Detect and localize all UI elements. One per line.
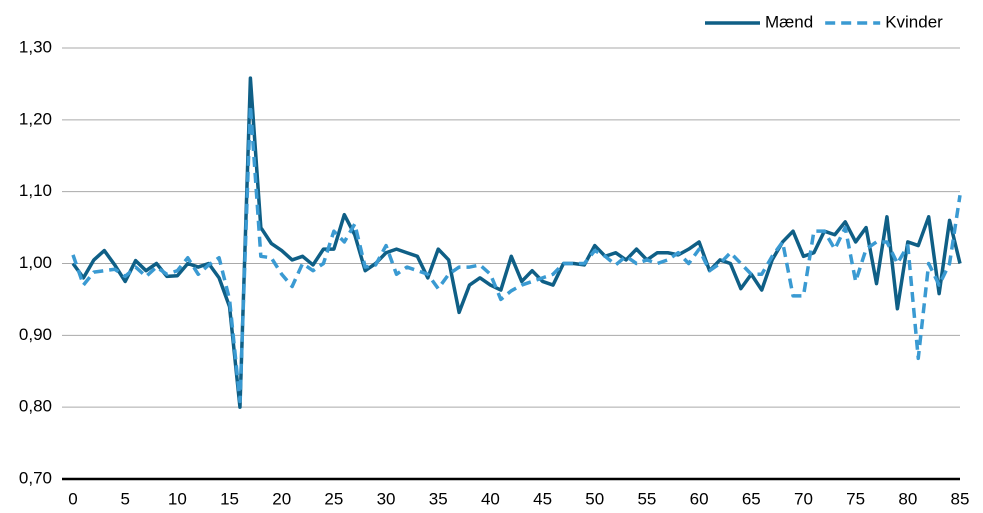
x-tick-label: 0 — [68, 489, 77, 508]
x-tick-label: 35 — [429, 489, 448, 508]
y-tick-label: 1,30 — [19, 37, 52, 56]
y-tick-label: 0,70 — [19, 468, 52, 487]
x-tick-label: 75 — [846, 489, 865, 508]
x-tick-label: 45 — [533, 489, 552, 508]
x-tick-label: 70 — [794, 489, 813, 508]
x-tick-label: 85 — [951, 489, 970, 508]
y-tick-label: 1,10 — [19, 181, 52, 200]
x-tick-label: 80 — [898, 489, 917, 508]
x-tick-label: 60 — [690, 489, 709, 508]
x-tick-label: 10 — [168, 489, 187, 508]
y-tick-label: 0,90 — [19, 325, 52, 344]
x-tick-label: 15 — [220, 489, 239, 508]
y-tick-label: 0,80 — [19, 397, 52, 416]
series-line — [71, 76, 962, 409]
x-tick-label: 40 — [481, 489, 500, 508]
series-line — [71, 103, 962, 404]
x-tick-label: 55 — [637, 489, 656, 508]
y-tick-label: 1,20 — [19, 109, 52, 128]
y-tick-label: 1,00 — [19, 253, 52, 272]
x-tick-label: 65 — [742, 489, 761, 508]
x-tick-label: 25 — [324, 489, 343, 508]
x-tick-label: 50 — [585, 489, 604, 508]
x-tick-label: 5 — [120, 489, 129, 508]
legend-label: Kvinder — [885, 12, 943, 31]
x-tick-label: 20 — [272, 489, 291, 508]
x-tick-label: 30 — [377, 489, 396, 508]
legend-label: Mænd — [765, 12, 813, 31]
